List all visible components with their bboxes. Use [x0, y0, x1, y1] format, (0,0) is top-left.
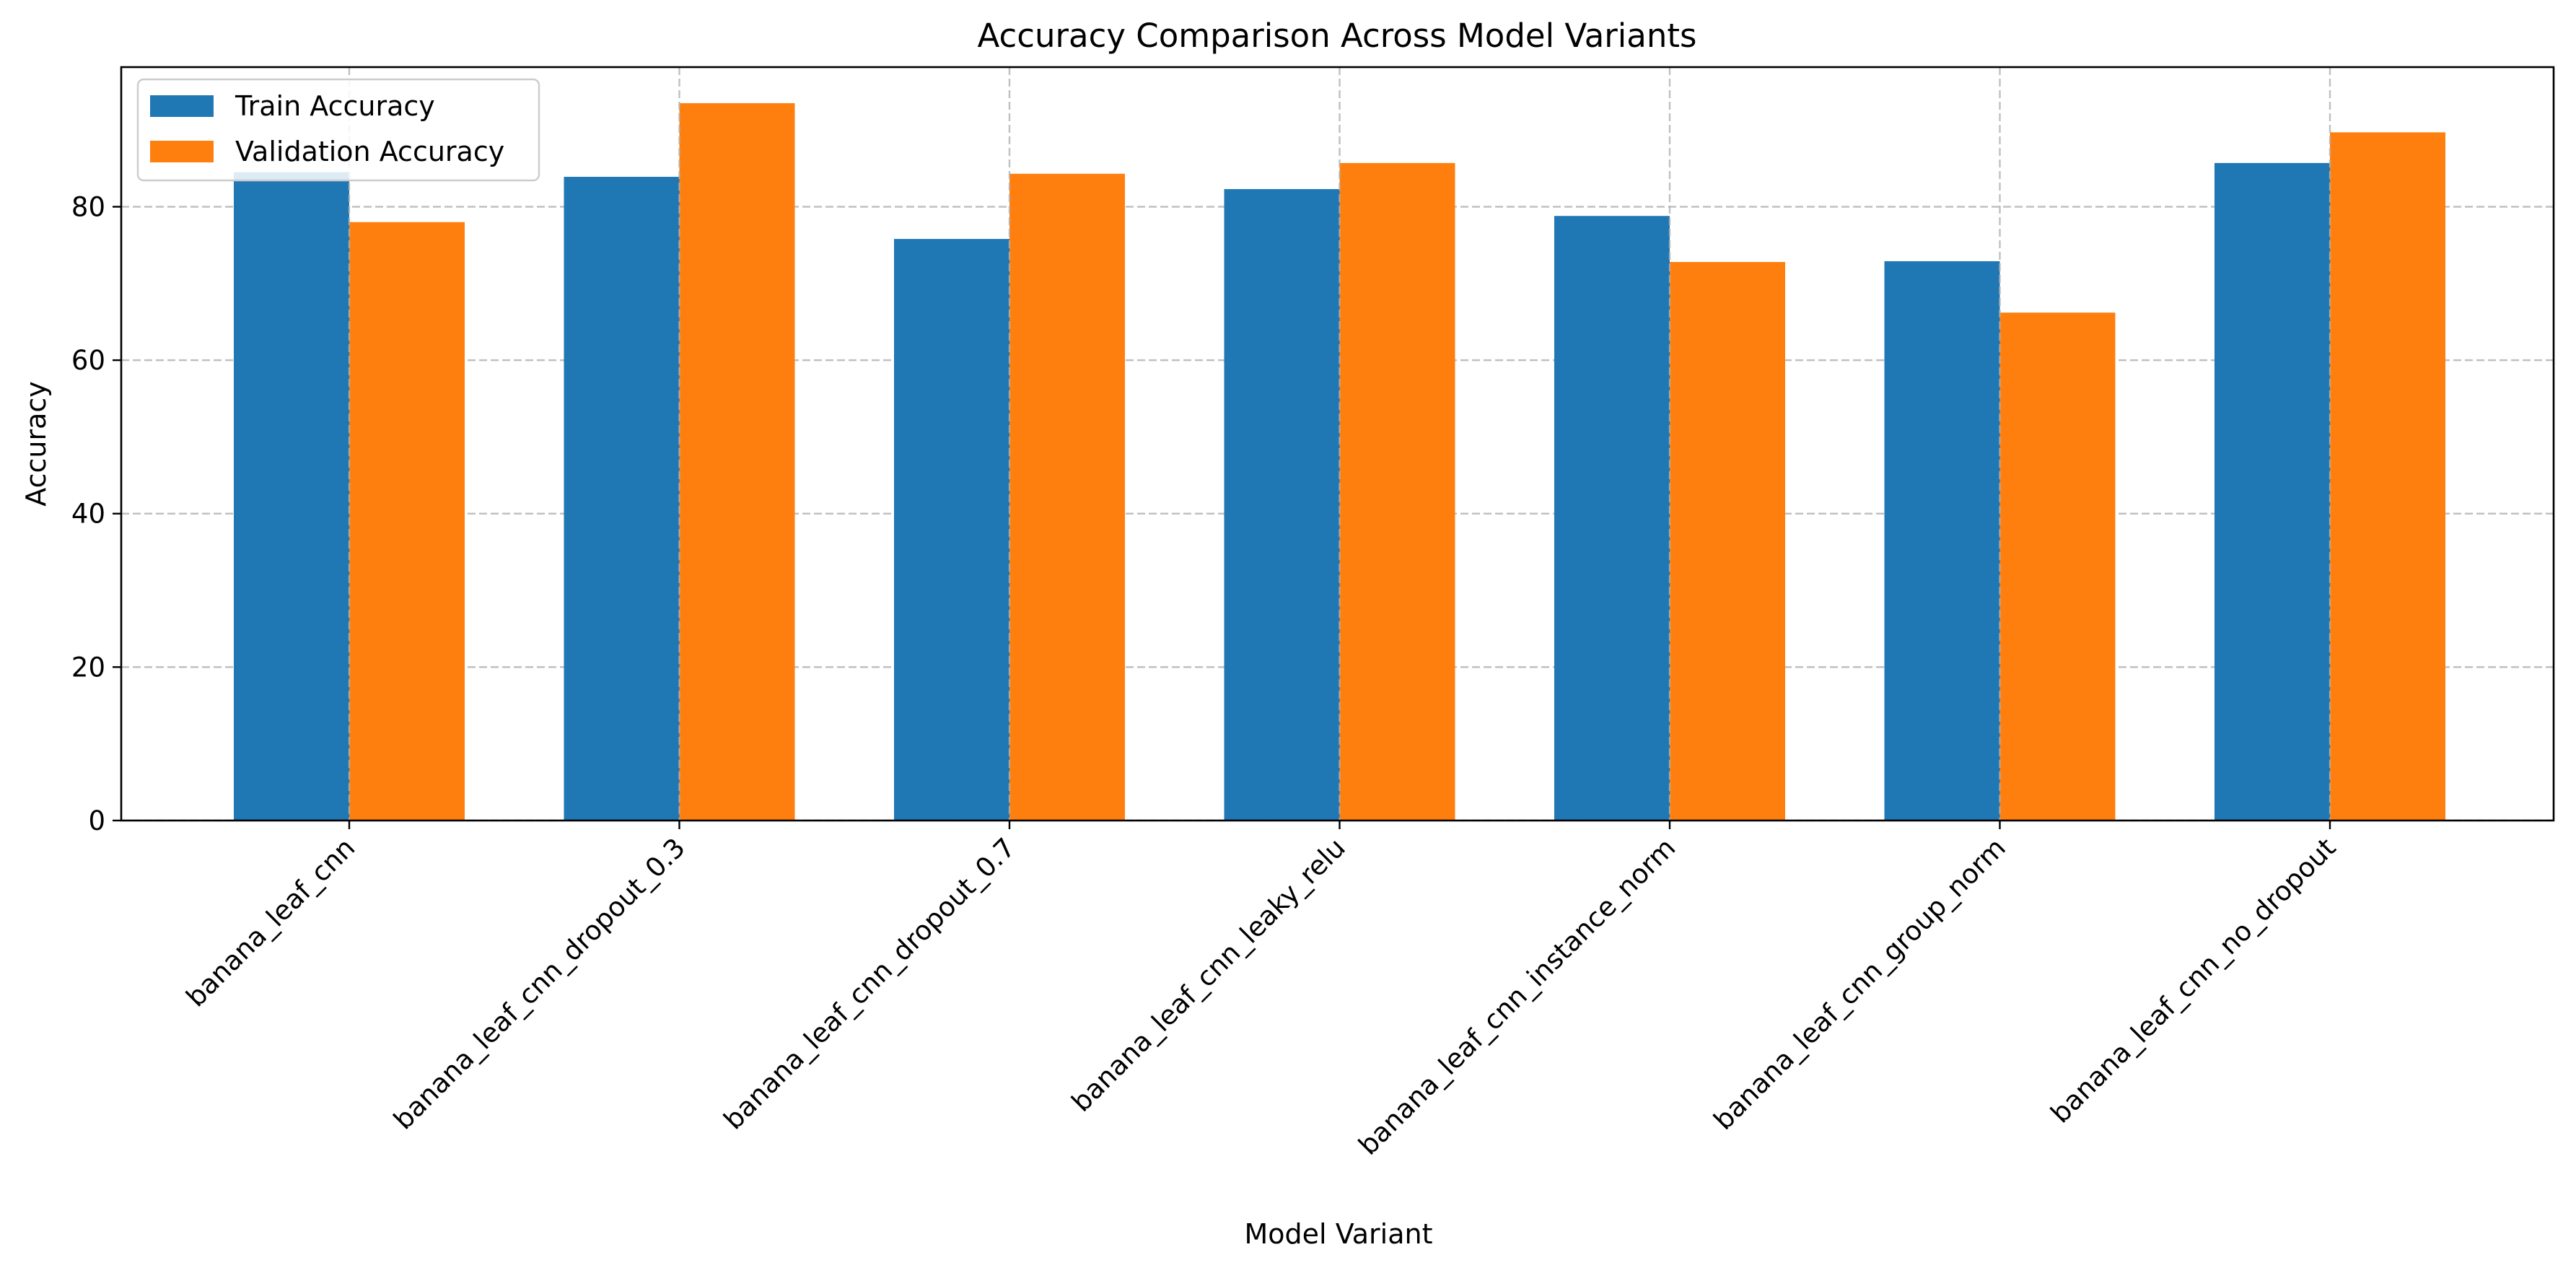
bar-validation	[1339, 162, 1455, 821]
y-tick-label: 40	[71, 499, 105, 530]
x-tick-label: banana_leaf_cnn_group_norm	[1708, 832, 2012, 1136]
bar-train	[2214, 162, 2330, 821]
bar-train	[894, 239, 1009, 821]
legend-label: Validation Accuracy	[235, 136, 504, 167]
y-tick-label: 20	[71, 652, 105, 683]
y-tick-label: 60	[71, 345, 105, 376]
legend-box	[136, 78, 540, 182]
x-tick-label: banana_leaf_cnn_leaky_relu	[1066, 832, 1351, 1118]
chart-title: Accuracy Comparison Across Model Variant…	[978, 17, 1697, 55]
x-axis-label: Model Variant	[1245, 1218, 1433, 1250]
bar-validation	[1999, 312, 2116, 821]
legend-label: Train Accuracy	[235, 90, 435, 122]
legend-swatch	[150, 95, 214, 117]
bar-train	[1224, 189, 1340, 821]
bar-train	[234, 172, 349, 821]
bar-validation	[349, 222, 465, 821]
bar-train	[564, 177, 680, 821]
x-tick-label: banana_leaf_cnn_no_dropout	[2045, 832, 2342, 1129]
x-tick-label: banana_leaf_cnn_dropout_0.7	[718, 832, 1022, 1136]
bar-validation	[679, 102, 795, 821]
bar-train	[1884, 261, 2000, 821]
bar-validation	[2330, 132, 2445, 821]
bar-train	[1554, 216, 1670, 821]
bars	[234, 102, 2445, 821]
bar-validation	[1670, 262, 1785, 821]
vertical-grid-lines	[348, 67, 2331, 821]
x-tick-label: banana_leaf_cnn	[180, 832, 362, 1013]
bar-validation	[1009, 173, 1125, 821]
y-axis-label: Accuracy	[20, 381, 52, 507]
plot-frame	[120, 66, 2555, 822]
x-axis: banana_leaf_cnn banana_leaf_cnn_dropout_0…	[180, 821, 2342, 1161]
x-tick-label: banana_leaf_cnn_instance_norm	[1352, 832, 1681, 1161]
y-tick-label: 0	[88, 805, 105, 836]
y-tick-label: 80	[71, 191, 105, 222]
legend-swatch	[150, 141, 214, 162]
x-tick-label: banana_leaf_cnn_dropout_0.3	[387, 832, 691, 1136]
y-axis: 0 20 40 60 80	[71, 191, 121, 836]
legend: Train Accuracy Validation Accuracy	[136, 78, 540, 182]
